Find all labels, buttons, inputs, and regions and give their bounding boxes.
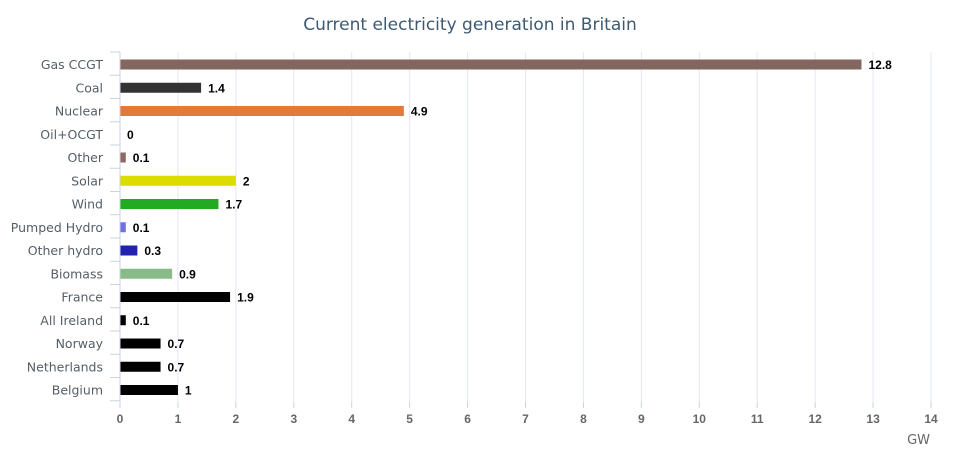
bars: 12.81.44.900.121.70.10.30.91.90.10.70.71 <box>120 58 892 398</box>
data-label: 0.1 <box>133 221 150 235</box>
data-label: 12.8 <box>868 58 892 72</box>
x-axis-unit-label: GW <box>907 433 930 448</box>
data-label: 0.3 <box>144 244 161 258</box>
data-label: 1.9 <box>237 291 254 305</box>
bar[interactable] <box>120 82 202 93</box>
grid-lines <box>110 51 932 408</box>
category-label: Gas CCGT <box>41 57 104 72</box>
category-label: Nuclear <box>55 104 104 119</box>
bar[interactable] <box>120 245 138 256</box>
data-label: 0.1 <box>133 314 150 328</box>
data-label: 4.9 <box>411 105 428 119</box>
bar[interactable] <box>120 199 219 209</box>
x-tick-label: 11 <box>751 412 764 426</box>
data-label: 1.4 <box>208 81 225 95</box>
category-label: Norway <box>56 336 104 351</box>
bar[interactable] <box>120 361 161 372</box>
x-tick-label: 2 <box>233 412 240 426</box>
category-label: Solar <box>71 173 104 188</box>
x-tick-label: 4 <box>348 412 355 426</box>
data-label: 0 <box>127 128 134 142</box>
category-label: France <box>61 290 103 305</box>
data-label: 0.7 <box>168 337 185 351</box>
x-tick-label: 13 <box>866 412 880 426</box>
data-label: 0.9 <box>179 267 196 281</box>
data-label: 0.1 <box>133 151 150 165</box>
category-label: Belgium <box>52 383 103 398</box>
data-label: 1 <box>185 384 192 398</box>
x-tick-label: 5 <box>406 412 413 426</box>
chart-title: Current electricity generation in Britai… <box>303 15 637 35</box>
bar[interactable] <box>120 222 126 233</box>
bar[interactable] <box>120 292 231 302</box>
bar[interactable] <box>120 175 236 186</box>
category-label: All Ireland <box>40 313 103 328</box>
bar[interactable] <box>120 152 126 163</box>
x-tick-label: 0 <box>117 412 124 426</box>
bar[interactable] <box>120 315 126 326</box>
category-label: Coal <box>75 80 103 95</box>
category-labels: Gas CCGT Coal Nuclear Oil+OCGT Other Solar Win… <box>11 57 104 398</box>
category-label: Pumped Hydro <box>11 220 103 235</box>
x-tick-label: 7 <box>522 412 529 426</box>
x-tick-label: 12 <box>808 412 822 426</box>
x-tick-label: 14 <box>924 412 938 426</box>
bar[interactable] <box>120 59 862 70</box>
category-label: Oil+OCGT <box>40 127 103 142</box>
x-tick-label: 1 <box>175 412 182 426</box>
x-tick-label: 10 <box>693 412 707 426</box>
x-tick-label: 8 <box>580 412 587 426</box>
data-label: 1.7 <box>225 198 242 212</box>
x-tick-label: 6 <box>464 412 471 426</box>
data-label: 0.7 <box>168 360 185 374</box>
category-label: Other hydro <box>28 243 103 258</box>
category-label: Netherlands <box>27 359 103 374</box>
x-tick-label: 9 <box>638 412 645 426</box>
x-tick-labels: 0 1 2 3 4 5 6 7 8 9 10 11 12 13 14 <box>117 412 938 426</box>
bar[interactable] <box>120 268 173 279</box>
data-label: 2 <box>243 174 250 188</box>
bar[interactable] <box>120 385 178 395</box>
category-label: Wind <box>72 197 103 212</box>
bar[interactable] <box>120 338 161 349</box>
category-label: Other <box>68 150 104 165</box>
category-label: Biomass <box>50 266 103 281</box>
bar[interactable] <box>120 106 404 116</box>
x-tick-label: 3 <box>290 412 297 426</box>
